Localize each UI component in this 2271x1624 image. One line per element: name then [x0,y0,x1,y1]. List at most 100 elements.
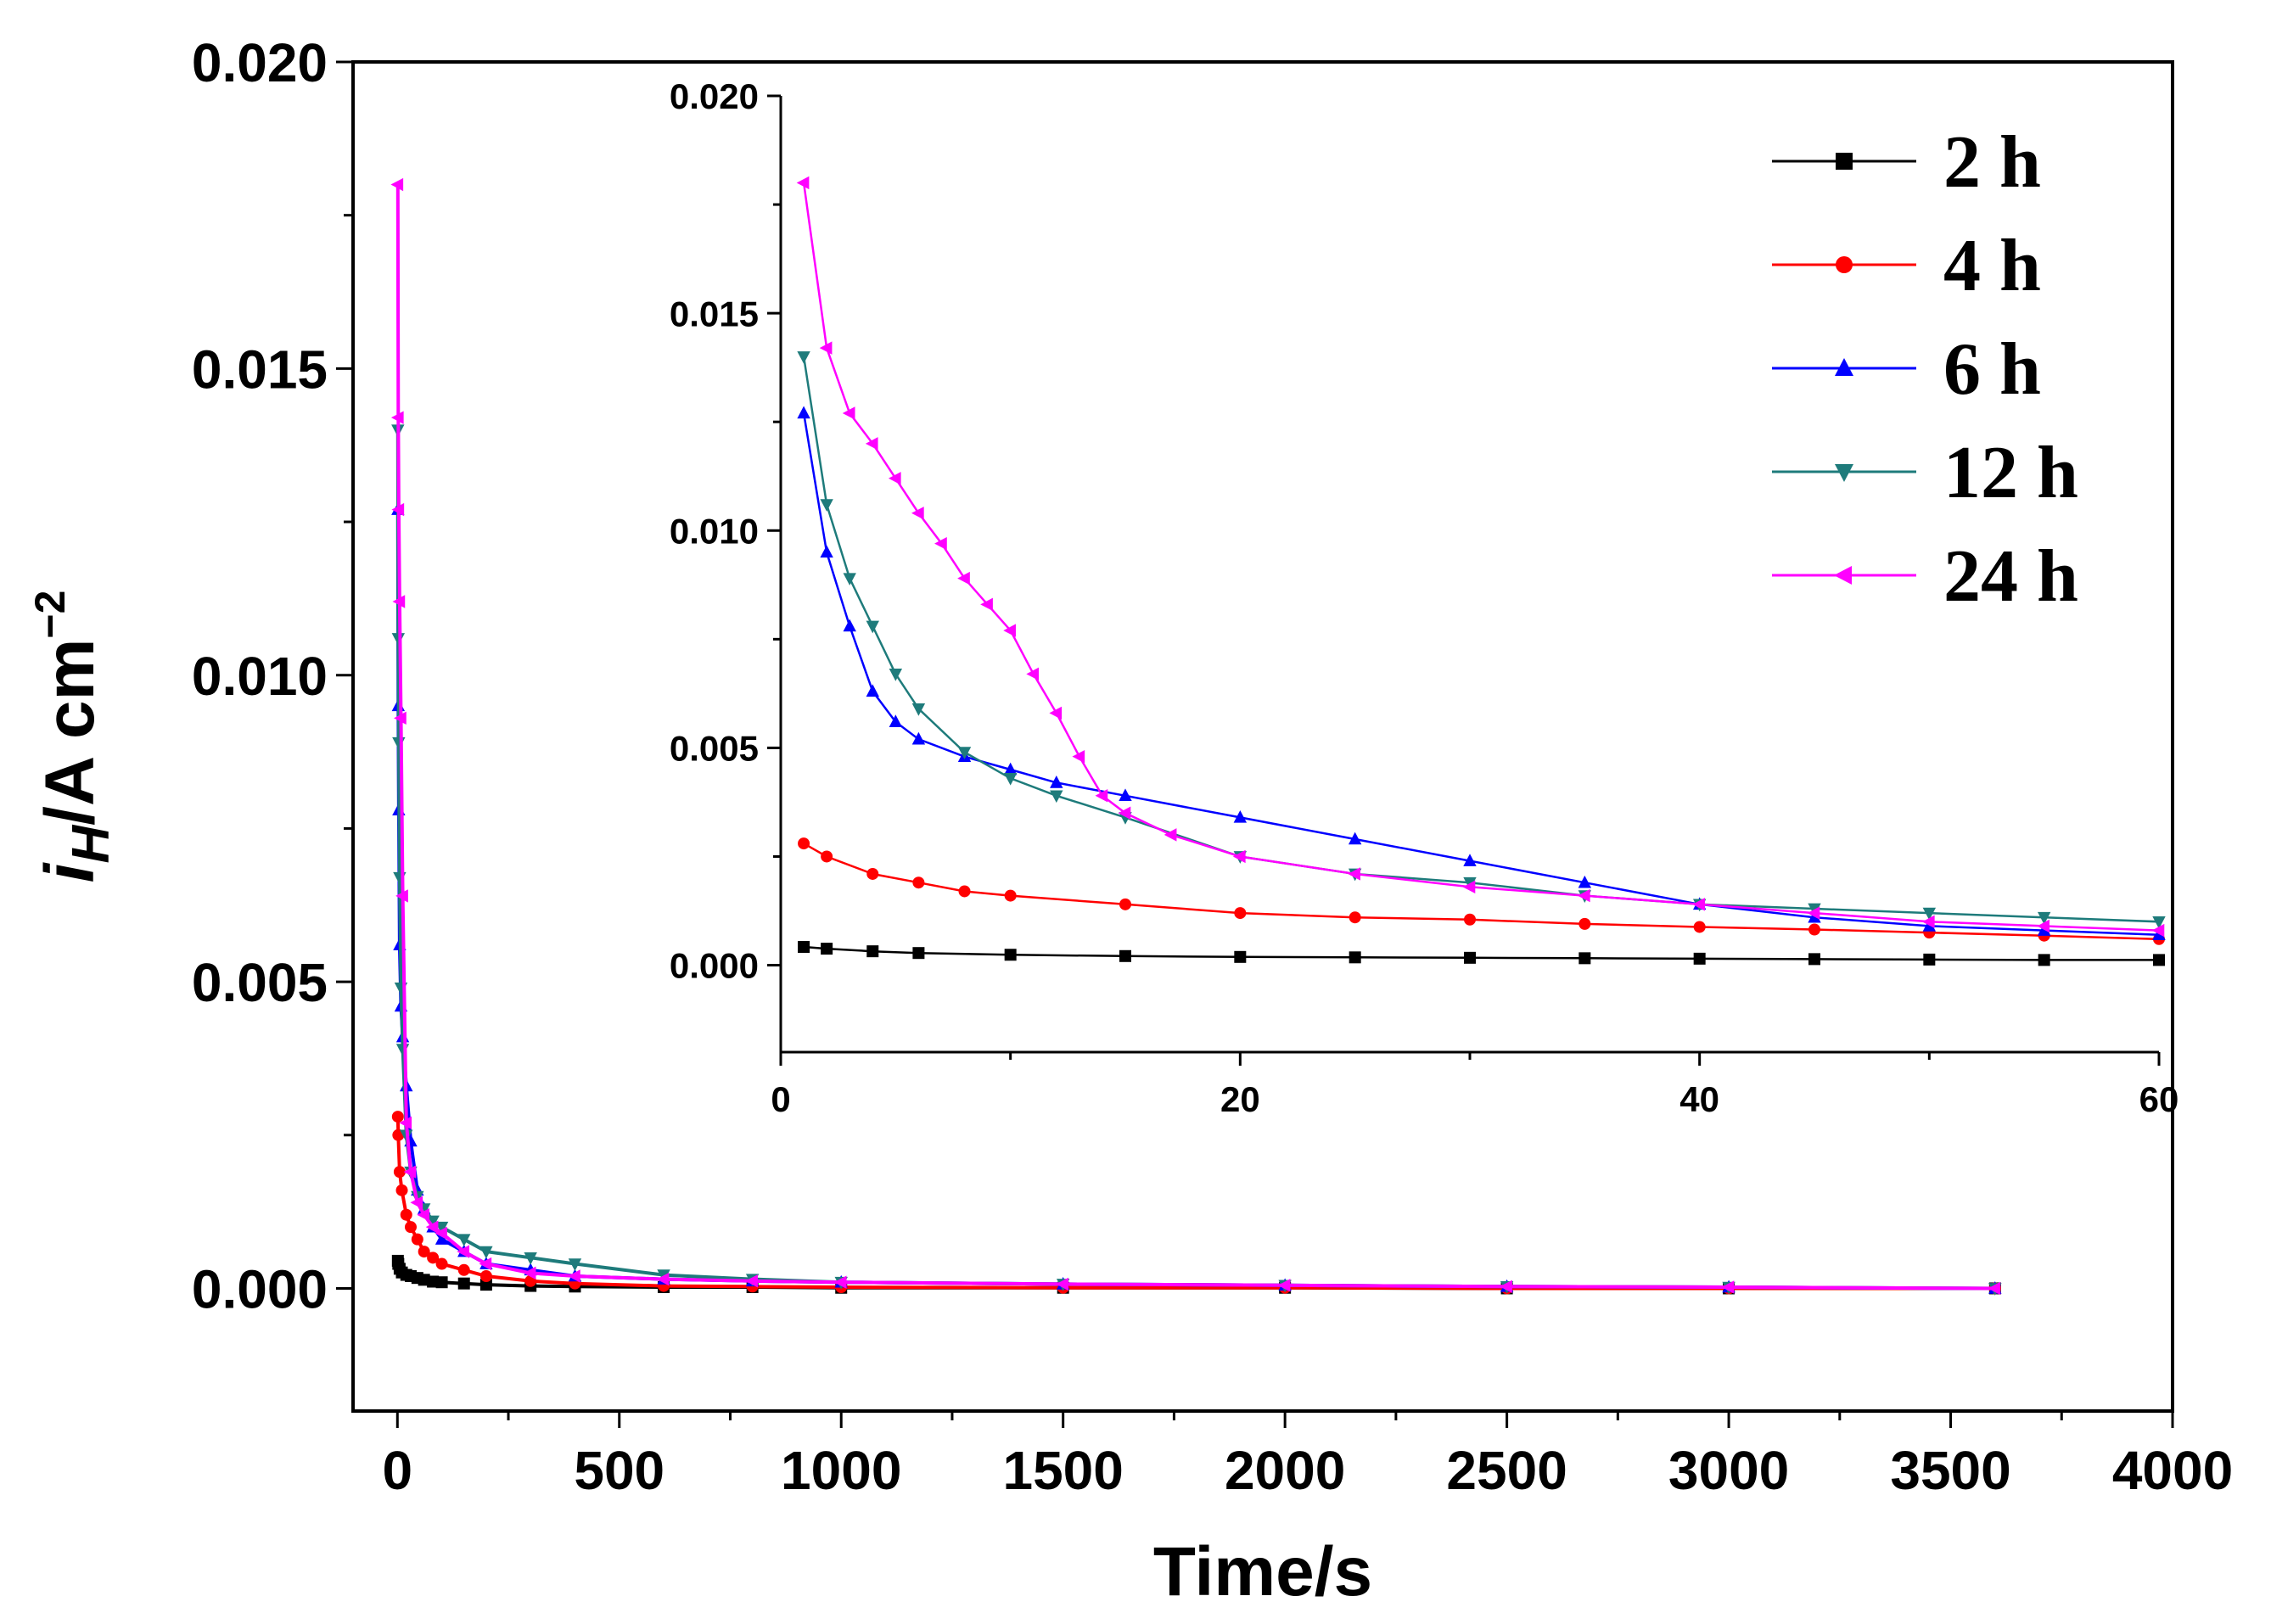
inset-point-12h [843,573,856,586]
inset-point-4h [866,867,879,880]
inset-point-6h [797,406,810,419]
legend-swatch-marker [1835,358,1853,376]
inset-point-4h [958,885,971,898]
inset-point-2h [1234,950,1247,963]
inset-point-4h [1004,889,1017,902]
inset-x-tick-label: 60 [2139,1079,2179,1119]
inset-point-4h [1119,898,1131,910]
inset-point-24h [1232,849,1246,864]
legend-swatch-marker [1834,566,1852,585]
inset-point-4h [1349,911,1361,924]
main-point-24h [1721,1280,1735,1294]
inset-point-2h [1349,951,1361,964]
main-point-24h [745,1274,758,1288]
inset-point-24h [1164,828,1177,842]
main-x-tick-label: 1000 [781,1440,901,1501]
inset-point-4h [798,837,810,850]
inset-y-tick-label: 0.020 [670,76,759,116]
main-point-4h [427,1252,440,1264]
main-point-24h [1056,1277,1068,1291]
inset-point-6h [1233,809,1248,823]
main-point-12h [568,1258,582,1271]
main-point-24h [390,411,404,424]
inset-point-2h [1808,953,1820,966]
legend-swatch-marker [1836,256,1853,273]
inset-point-24h [819,341,833,355]
inset-chart: 0 20 40 60 0.000 0.005 0.010 0.015 0.020 [670,76,2178,1119]
main-point-4h [457,1263,470,1276]
legend-label: 2 h [1943,121,2041,204]
main-x-tick-label: 2000 [1225,1440,1345,1501]
main-point-12h [479,1246,493,1259]
inset-point-2h [2153,954,2165,966]
inset-point-24h [1921,915,1935,929]
main-point-24h [479,1257,492,1271]
legend-label: 24 h [1943,535,2078,618]
x-axis-title: Time/s [1153,1533,1372,1610]
inset-point-24h [957,571,970,585]
main-line-4h [395,1117,1995,1291]
main-point-24h [394,711,407,725]
inset-point-6h [1119,788,1132,802]
inset-point-2h [1464,951,1476,964]
legend-item-24h: 24 h [1772,535,2078,618]
inset-series-2h [798,941,2165,966]
inset-point-4h [1578,917,1591,930]
y-axis-title-symbol: i [31,861,109,882]
inset-point-6h [843,619,856,632]
inset-x-tick-label: 40 [1679,1079,1719,1119]
legend-label: 4 h [1943,225,2041,307]
inset-point-4h [1808,923,1820,936]
main-y-tick-label: 0.005 [192,952,328,1013]
main-y-tick-label: 0.020 [192,32,328,93]
main-point-2h [457,1277,470,1290]
main-x-tick-label: 3500 [1890,1440,2010,1501]
inset-point-24h [911,507,924,520]
main-point-12h [435,1221,449,1235]
main-point-4h [391,1111,404,1123]
main-point-4h [418,1246,430,1258]
y-axis-title-subscript: H [62,825,121,864]
main-point-12h [457,1234,471,1247]
inset-point-4h [912,876,925,889]
inset-point-6h [866,684,879,697]
inset-point-24h [1072,749,1085,764]
inset-point-2h [866,945,879,958]
inset-point-24h [1118,806,1131,820]
inset-series-24h [796,176,2165,938]
main-point-4h [400,1208,412,1221]
legend-label: 12 h [1943,432,2078,514]
main-point-24h [410,1196,423,1209]
inset-point-4h [1693,921,1706,933]
main-point-2h [479,1279,492,1291]
main-point-24h [403,1165,417,1179]
legend-item-12h: 12 h [1772,432,2078,514]
main-point-6h [435,1232,449,1245]
inset-point-6h [820,545,833,558]
inset-point-4h [821,850,833,863]
inset-point-2h [1119,949,1131,962]
main-point-24h [399,1116,412,1130]
legend-item-2h: 2 h [1772,121,2041,204]
inset-point-24h [796,176,810,190]
main-point-24h [1988,1281,2001,1296]
main-point-4h [479,1270,492,1282]
inset-point-24h [1462,880,1476,894]
main-point-24h [417,1208,429,1222]
main-y-tick-label: 0.015 [192,339,328,400]
main-x-tick-label: 0 [382,1440,412,1501]
legend-item-6h: 6 h [1772,328,2041,411]
inset-point-6h [1050,775,1063,788]
main-point-24h [390,177,404,192]
inset-point-2h [798,941,810,954]
main-point-24h [395,889,408,903]
inset-series-4h [798,837,2165,945]
inset-point-24h [2037,919,2050,933]
inset-point-6h [889,714,903,727]
main-point-24h [1277,1279,1291,1292]
inset-point-12h [957,747,972,759]
main-point-4h [395,1184,408,1196]
inset-point-6h [1578,875,1592,888]
inset-point-24h [1348,867,1360,881]
main-point-24h [568,1269,580,1283]
